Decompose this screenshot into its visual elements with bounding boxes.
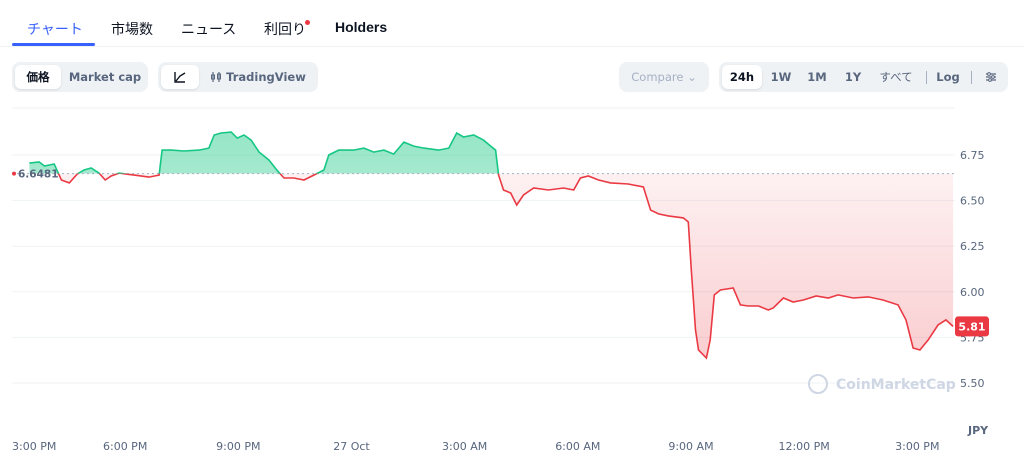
range-button[interactable]: 1W [770,70,792,84]
current-price-label: 5.81 [958,320,985,333]
watermark: CoinMarketCap [836,377,956,393]
chart-tool-group: TradingView [158,62,318,92]
line-icon [174,72,186,83]
separator [971,71,972,84]
y-tick-label: 6.00 [960,286,985,299]
x-tick-label: 6:00 PM [103,440,147,453]
x-tick-label: 9:00 AM [668,440,713,453]
settings-button[interactable] [977,65,1005,89]
notification-dot [305,20,310,25]
x-tick-label: 3:00 PM [12,440,56,453]
x-tick-label: 6:00 AM [555,440,600,453]
watermark-logo [808,374,828,394]
y-tick-label: 6.75 [960,149,985,162]
log-button[interactable]: Log [936,70,960,84]
price-line-down [57,173,954,360]
current-price-box [955,316,989,337]
tab[interactable]: ニュース [181,22,237,38]
x-tick-label: 12:00 PM [778,440,829,453]
x-tick-label: 3:00 AM [442,440,487,453]
range-button[interactable]: すべて [879,70,913,84]
range-button[interactable]: 1Y [844,70,862,84]
separator [926,71,927,84]
reference-marker [12,171,16,176]
currency-label: JPY [967,424,989,437]
reference-label: 6.6481 [18,169,59,181]
area-up [29,132,499,174]
tab[interactable]: 市場数 [111,22,153,38]
tradingview-button[interactable]: TradingView [208,65,308,89]
range-button[interactable]: 1M [807,70,827,84]
tab[interactable]: Holders [335,19,388,35]
tab-bar: チャート 市場数 ニュース 利回り Holders [0,0,1024,47]
active-tab-indicator [12,43,95,46]
x-tick-label: 27 Oct [333,440,370,453]
toggle-group: 価格 Market cap [12,62,148,92]
range-group: 24h 1W 1M 1Y すべて Log [719,62,1008,92]
tab[interactable]: チャート [27,22,83,38]
x-tick-label: 3:00 PM [895,440,939,453]
price-line-up [29,131,500,174]
compare-group: Compare ⌄ [619,62,709,92]
button-label: Compare [631,70,684,84]
button-label: TradingView [226,70,306,84]
toggle-button[interactable]: 価格 [15,65,61,89]
range-button[interactable]: 24h [722,65,762,89]
tab[interactable]: 利回り [264,22,306,38]
x-tick-label: 9:00 PM [216,440,260,453]
toggle-button[interactable]: Market cap [68,70,142,84]
y-tick-label: 6.25 [960,240,985,253]
area-down [29,173,954,358]
y-tick-label: 6.50 [960,195,985,208]
candle-icon [211,72,222,82]
y-tick-label: 5.75 [960,331,985,344]
y-tick-label: 5.50 [960,377,985,390]
compare-button[interactable]: Compare ⌄ [631,70,697,84]
settings-icon [986,72,996,82]
line-chart-button[interactable] [161,65,199,89]
